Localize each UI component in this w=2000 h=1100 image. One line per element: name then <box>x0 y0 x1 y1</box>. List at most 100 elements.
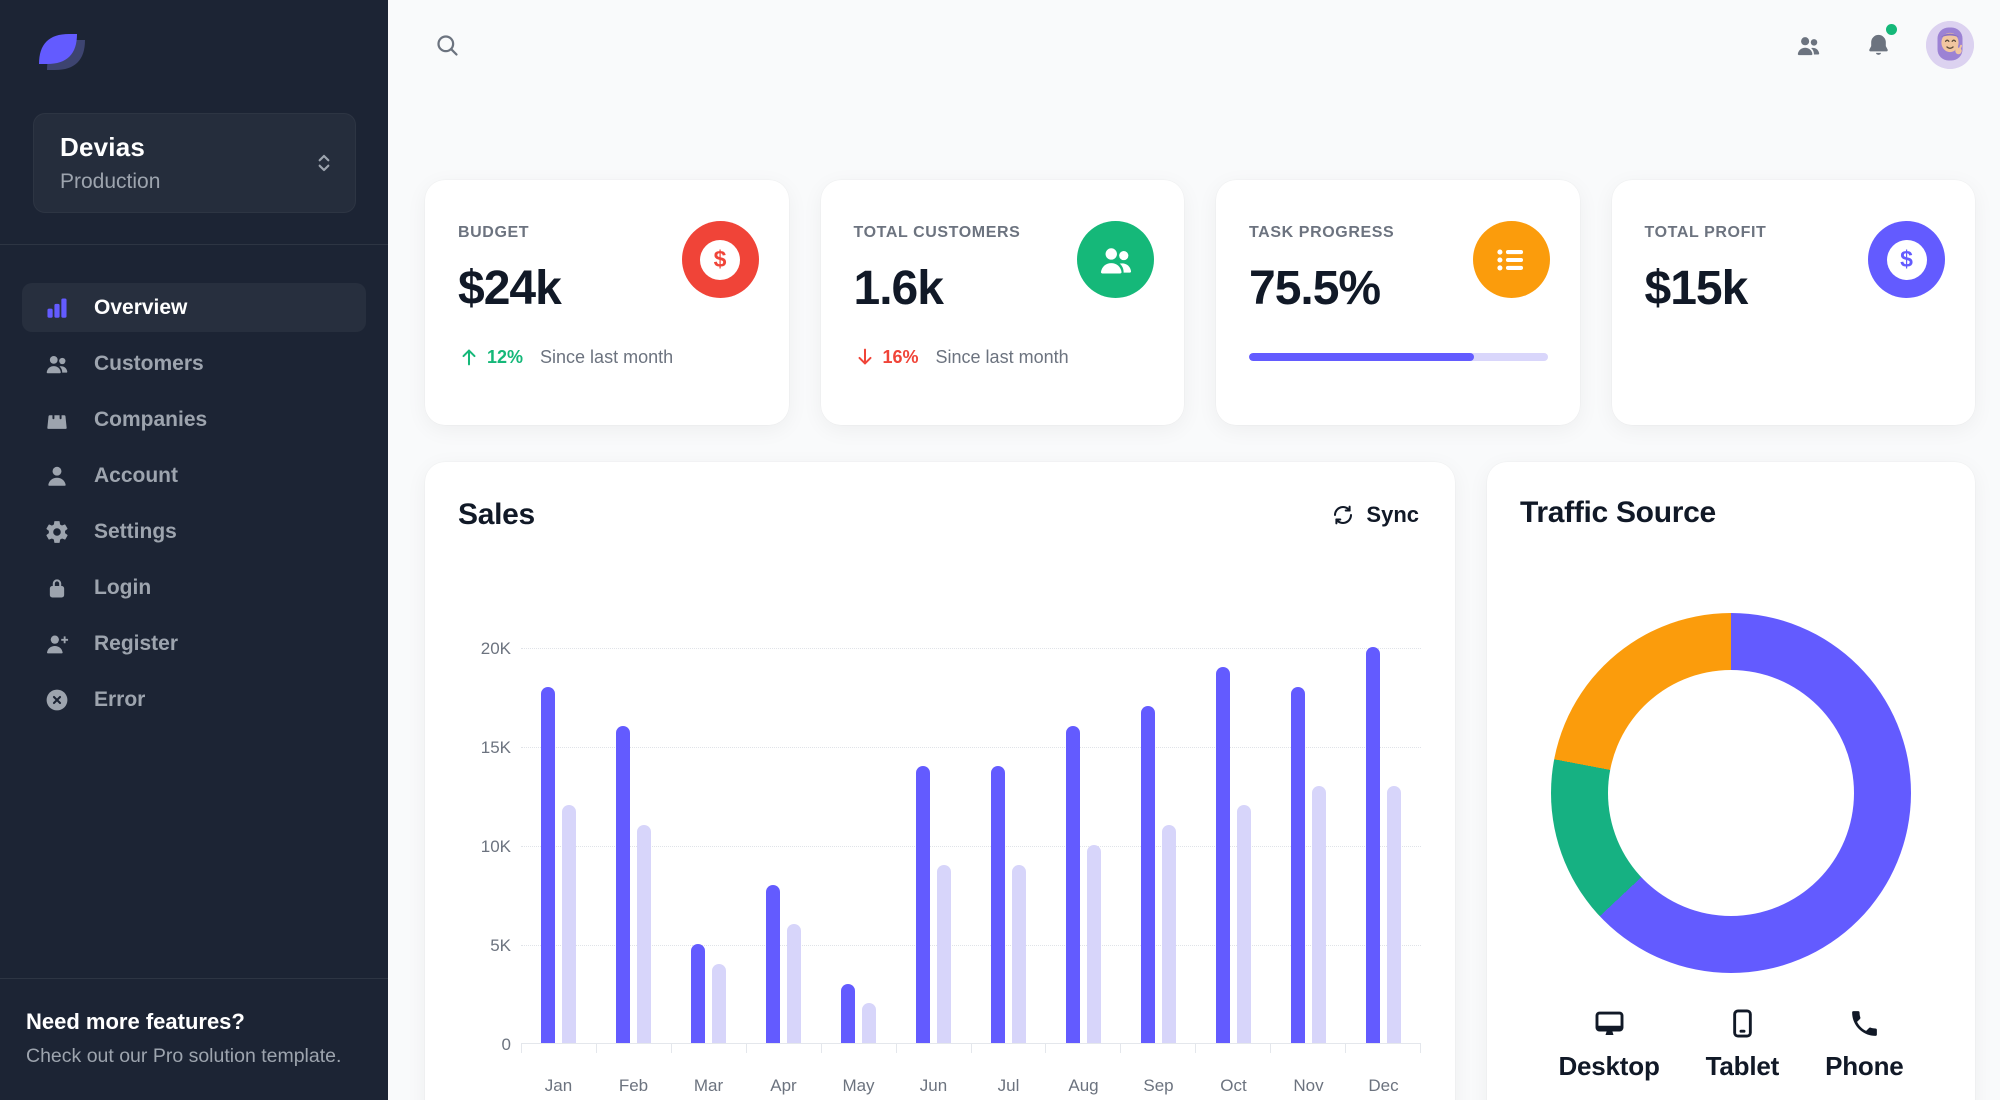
dollar-icon: $ <box>1886 239 1927 280</box>
bar-series-1-aug <box>1066 726 1080 1043</box>
sync-label: Sync <box>1366 502 1419 527</box>
user-plus-icon <box>44 631 70 657</box>
stat-card-total-customers: TOTAL CUSTOMERS 1.6k 16% Since last month <box>820 180 1184 425</box>
sidebar-item-account[interactable]: Account <box>22 451 366 500</box>
bar-group-aug <box>1046 648 1121 1043</box>
stat-label: TOTAL PROFIT <box>1644 224 1767 241</box>
bar-group-mar <box>671 648 746 1043</box>
sidebar-item-label: Overview <box>94 295 188 319</box>
search-button[interactable] <box>425 23 469 67</box>
bar-group-feb <box>596 648 671 1043</box>
traffic-source-title: Traffic Source <box>1520 496 1716 529</box>
bar-series-2-nov <box>1312 785 1326 1043</box>
stat-card-total-profit: TOTAL PROFIT $ $15k <box>1611 180 1975 425</box>
search-icon <box>434 32 461 59</box>
users-icon <box>44 351 70 377</box>
month-label-oct: Oct <box>1220 1076 1247 1095</box>
gridline-10K <box>521 846 1421 847</box>
bar-group-jul <box>971 648 1046 1043</box>
stat-trend-caption: Since last month <box>935 346 1069 367</box>
contacts-button[interactable] <box>1786 23 1830 67</box>
sidebar-item-label: Register <box>94 631 179 655</box>
users-icon <box>1097 241 1135 279</box>
bar-group-apr <box>746 648 821 1043</box>
sidebar-nav: Overview Customers Companies Account Setting… <box>0 245 388 724</box>
bar-series-1-jun <box>916 765 930 1043</box>
sidebar-item-companies[interactable]: Companies <box>22 395 366 444</box>
sales-x-axis-ticks <box>521 1044 1422 1053</box>
month-label-aug: Aug <box>1068 1076 1099 1095</box>
sales-card: Sales Sync Jan Feb Mar Apr May Jun Jul Aug Sep Oc… <box>425 462 1455 1100</box>
bar-groups <box>521 647 1421 1043</box>
lock-icon <box>44 575 70 601</box>
sidebar-item-label: Login <box>94 575 152 599</box>
users-icon <box>1795 32 1822 59</box>
bar-series-2-aug <box>1087 845 1101 1043</box>
sidebar-item-login[interactable]: Login <box>22 563 366 612</box>
sidebar-item-overview[interactable]: Overview <box>22 283 366 332</box>
workspace-selector[interactable]: Devias Production <box>33 113 356 213</box>
sidebar: Devias Production Overview Customers Compa… <box>0 0 388 1100</box>
gridline-20K <box>521 648 1421 649</box>
sync-icon <box>1331 503 1355 527</box>
stat-trend-caption: Since last month <box>540 346 674 367</box>
user-avatar[interactable] <box>1926 21 1974 69</box>
bar-series-2-jul <box>1012 864 1026 1043</box>
sidebar-item-customers[interactable]: Customers <box>22 339 366 388</box>
notifications-button[interactable] <box>1856 23 1900 67</box>
y-axis-tick-label: 15K <box>480 738 511 757</box>
axis-tick <box>972 1044 1047 1053</box>
stat-trend-row: 16% Since last month <box>854 346 1153 368</box>
sidebar-item-settings[interactable]: Settings <box>22 507 366 556</box>
month-label-apr: Apr <box>770 1076 797 1095</box>
legend-label: Tablet <box>1705 1051 1780 1081</box>
gridline-5K <box>521 945 1421 946</box>
arrow-down-icon <box>854 346 876 368</box>
sales-bar-chart <box>521 647 1421 1044</box>
donut-hole <box>1608 670 1854 916</box>
bar-group-jan <box>521 648 596 1043</box>
sidebar-divider <box>0 244 388 245</box>
gear-icon <box>44 519 70 545</box>
axis-tick <box>1196 1044 1272 1053</box>
stat-value: 75.5% <box>1249 262 1381 315</box>
desktop-icon <box>1593 1007 1626 1040</box>
traffic-legend: Desktop Tablet Phone <box>1487 1007 1975 1082</box>
axis-tick <box>1046 1044 1122 1053</box>
sidebar-item-label: Settings <box>94 519 177 543</box>
bar-series-2-may <box>862 1003 876 1043</box>
stat-value: $24k <box>458 262 562 315</box>
bar-series-2-mar <box>712 963 726 1043</box>
axis-tick <box>1271 1044 1347 1053</box>
axis-tick <box>897 1044 972 1053</box>
stat-value: 1.6k <box>853 262 944 315</box>
bar-series-2-sep <box>1162 825 1176 1043</box>
traffic-donut-chart <box>1551 613 1911 973</box>
sidebar-item-error[interactable]: Error <box>22 675 366 724</box>
bar-series-1-jul <box>991 765 1005 1043</box>
bar-series-2-jan <box>562 805 576 1043</box>
stat-value: $15k <box>1644 262 1749 315</box>
month-label-may: May <box>842 1076 875 1095</box>
bar-series-2-apr <box>787 924 801 1043</box>
bar-group-dec <box>1346 647 1421 1043</box>
axis-tick <box>521 1044 597 1053</box>
axis-tick <box>822 1044 897 1053</box>
sidebar-footer-title: Need more features? <box>26 1009 245 1034</box>
list-icon <box>1492 241 1530 279</box>
stats-row: BUDGET $ $24k 12% Since last month TOTAL CUST… <box>425 180 1975 425</box>
sales-card-header: Sales Sync <box>425 462 1455 532</box>
devias-logo-icon[interactable] <box>33 30 93 82</box>
sales-x-axis-labels: Jan Feb Mar Apr May Jun Jul Aug Sep Oct Nov Dec <box>521 1076 1421 1096</box>
sync-button[interactable]: Sync <box>1331 502 1419 528</box>
sidebar-item-register[interactable]: Register <box>22 619 366 668</box>
sidebar-item-label: Customers <box>94 351 204 375</box>
month-label-nov: Nov <box>1293 1076 1324 1095</box>
bar-series-2-jun <box>937 864 951 1043</box>
month-label-jan: Jan <box>544 1076 573 1095</box>
axis-tick <box>672 1044 747 1053</box>
bar-group-jun <box>896 648 971 1043</box>
arrow-up-icon <box>458 346 480 368</box>
stat-icon-circle <box>1077 221 1154 298</box>
